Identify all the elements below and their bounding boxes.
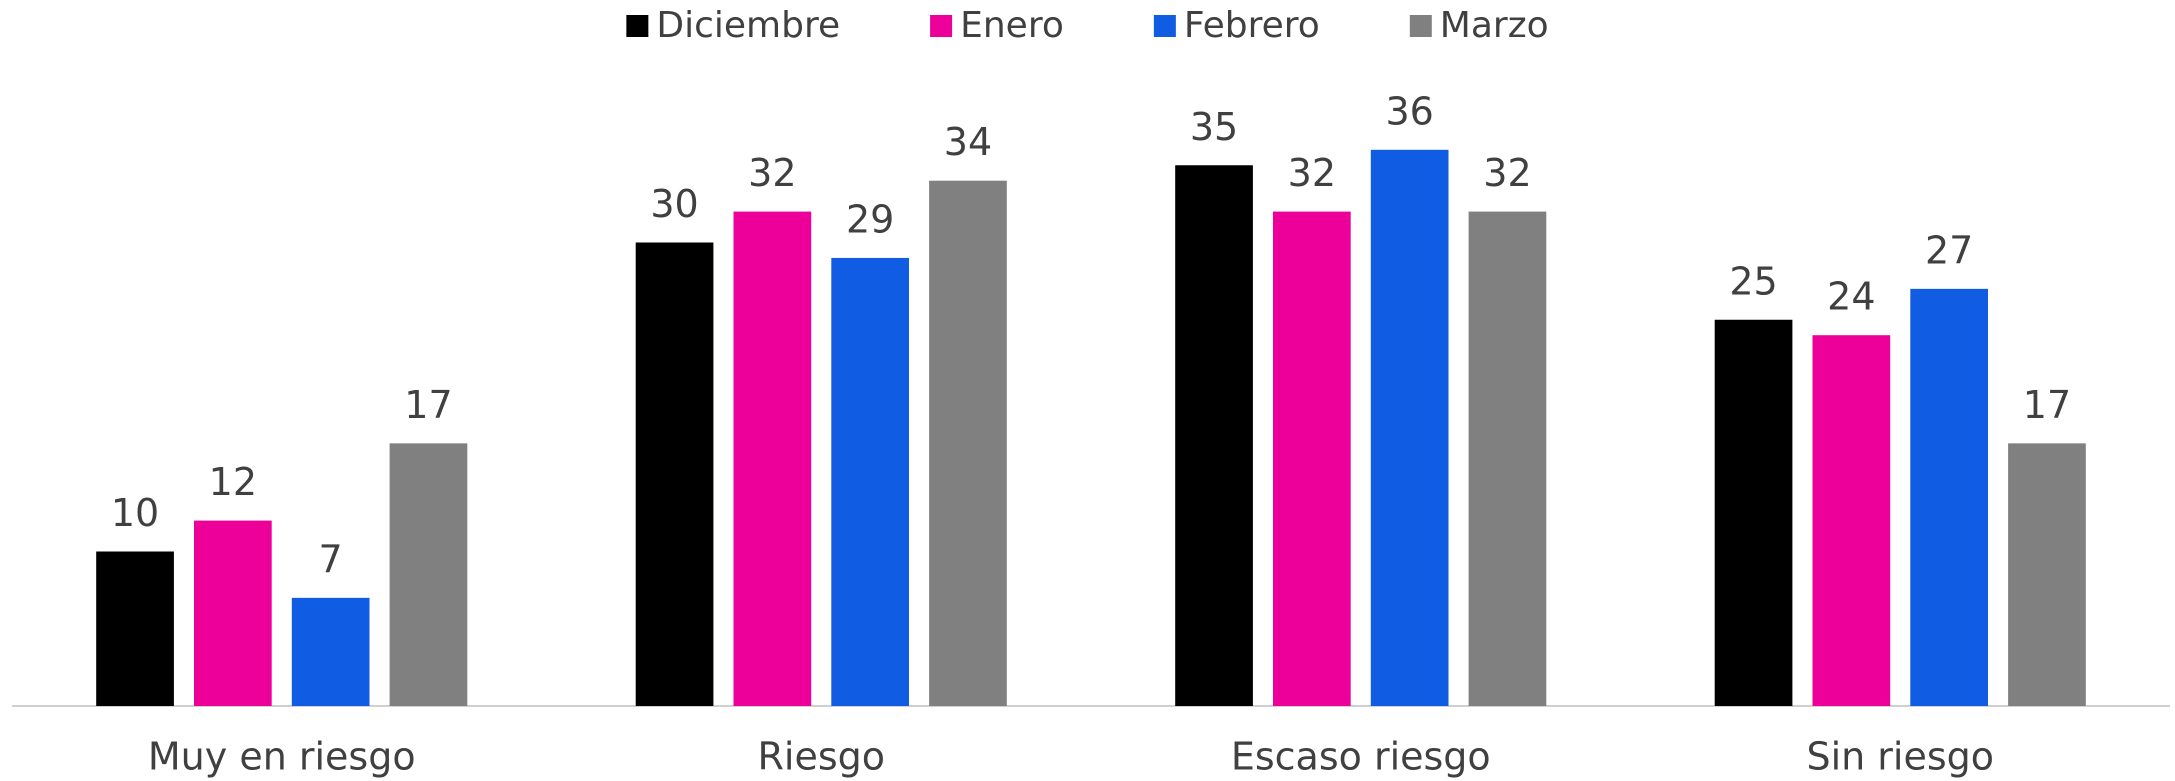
data-label: 32 <box>1288 151 1336 195</box>
data-label: 12 <box>209 460 257 504</box>
data-label: 17 <box>2023 383 2071 427</box>
bar <box>1273 211 1351 706</box>
legend-label: Marzo <box>1440 5 1549 46</box>
bar <box>389 443 468 706</box>
legend-swatch <box>626 15 649 37</box>
bar <box>1812 335 1891 706</box>
legend-swatch <box>1409 15 1432 37</box>
legend-label: Febrero <box>1184 5 1320 46</box>
bar <box>291 597 370 706</box>
legend-item: Enero <box>930 5 1064 46</box>
data-label: 27 <box>1925 228 1973 272</box>
bar <box>1468 211 1547 706</box>
bar <box>2008 443 2086 706</box>
bar <box>1910 288 1988 706</box>
legend-swatch <box>930 15 953 37</box>
x-tick-label: Escaso riesgo <box>1231 735 1491 779</box>
bar <box>831 257 909 706</box>
legend-item: Diciembre <box>626 5 840 46</box>
bar <box>635 242 714 706</box>
legend-item: Marzo <box>1409 5 1549 46</box>
data-label: 24 <box>1827 275 1875 319</box>
data-label: 30 <box>650 182 698 226</box>
data-label: 25 <box>1729 259 1777 303</box>
bar <box>929 180 1007 706</box>
bar <box>194 520 272 706</box>
bar <box>1175 165 1253 706</box>
bar <box>1714 319 1793 706</box>
bar <box>733 211 812 706</box>
x-tick-label: Riesgo <box>757 735 885 779</box>
legend-label: Enero <box>960 5 1064 46</box>
data-label: 29 <box>846 197 894 241</box>
data-label: 32 <box>1483 151 1531 195</box>
x-tick-label: Sin riesgo <box>1806 735 1994 779</box>
data-label: 17 <box>404 383 452 427</box>
data-label: 36 <box>1385 89 1433 133</box>
data-label: 10 <box>111 491 159 535</box>
data-label: 35 <box>1190 105 1238 149</box>
data-label: 32 <box>748 151 796 195</box>
x-tick-label: Muy en riesgo <box>148 735 416 779</box>
legend-label: Diciembre <box>656 5 840 46</box>
data-label: 34 <box>944 120 992 164</box>
legend-item: Febrero <box>1153 5 1320 46</box>
legend-swatch <box>1153 15 1176 37</box>
data-label: 7 <box>319 537 343 581</box>
bar <box>96 551 174 706</box>
bar <box>1370 149 1449 707</box>
